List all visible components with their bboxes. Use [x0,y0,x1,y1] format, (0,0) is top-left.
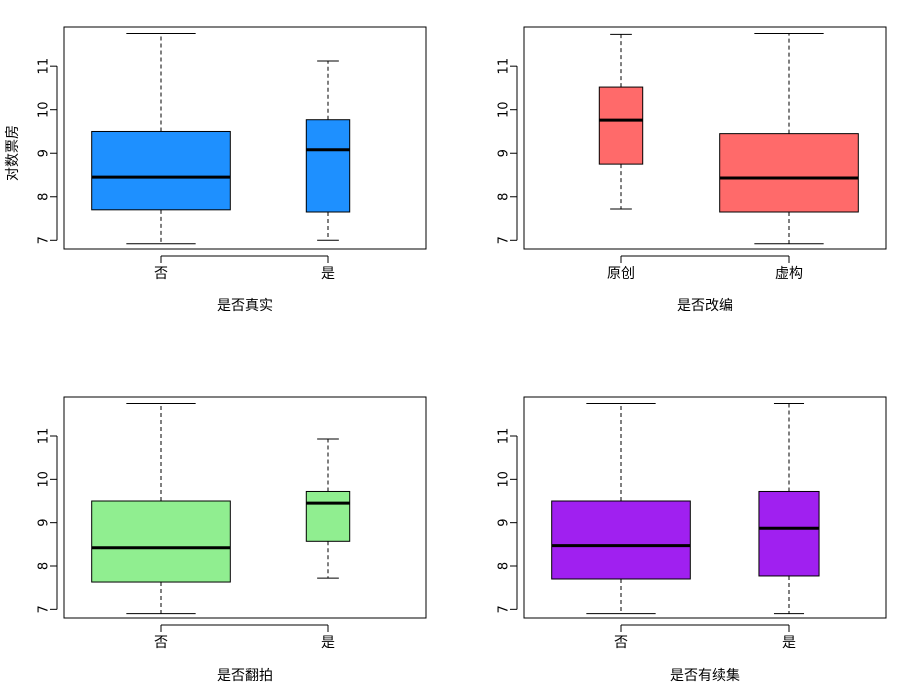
y-tick-label: 8 [497,562,512,570]
x-category-label: 否 [614,635,628,651]
y-tick-label: 10 [37,101,52,118]
plot-frame [63,396,427,619]
y-axis-title: 对数票房 [5,125,21,181]
y-tick-label: 9 [37,149,52,157]
iqr-box [91,500,231,583]
x-category-label: 是 [321,266,335,282]
y-tick-label: 7 [497,236,512,244]
x-axis-title: 是否翻拍 [217,668,273,684]
y-tick-label: 7 [37,605,52,613]
plot-frame [523,396,887,619]
box-2 [305,60,351,241]
box-2 [758,403,820,615]
x-axis-title: 是否有续集 [670,667,740,684]
iqr-box [305,490,351,542]
box-1 [598,33,644,210]
y-tick-label: 10 [497,471,512,488]
y-tick-label: 10 [37,471,52,488]
y-tick-label: 8 [37,193,52,201]
plot-frame [523,26,887,250]
x-axis-title: 是否真实 [217,298,273,314]
box-1 [91,403,231,615]
y-tick-label: 9 [497,149,512,157]
x-axis-title: 是否改编 [677,298,733,314]
iqr-box [758,490,820,577]
x-category-label: 虚构 [775,266,803,282]
x-category-label: 是 [321,635,335,651]
y-tick-label: 11 [497,58,512,75]
x-category-label: 否 [154,635,168,651]
box-1 [551,403,691,615]
y-tick-label: 9 [37,519,52,527]
y-tick-label: 11 [37,428,52,445]
x-category-label: 原创 [607,266,635,282]
iqr-box [719,133,859,213]
box-2 [719,33,859,245]
y-tick-label: 8 [497,193,512,201]
iqr-box [551,500,691,580]
y-tick-label: 9 [497,519,512,527]
plot-frame [63,26,427,250]
box-1 [91,33,231,245]
iqr-box [305,119,351,213]
box-2 [305,438,351,579]
iqr-box [91,130,231,211]
x-category-label: 是 [782,635,796,651]
y-tick-label: 11 [497,428,512,445]
y-tick-label: 11 [37,58,52,75]
y-tick-label: 8 [37,562,52,570]
y-tick-label: 7 [497,605,512,613]
iqr-box [598,86,644,165]
x-category-label: 否 [154,266,168,282]
y-tick-label: 10 [497,101,512,118]
y-tick-label: 7 [37,236,52,244]
